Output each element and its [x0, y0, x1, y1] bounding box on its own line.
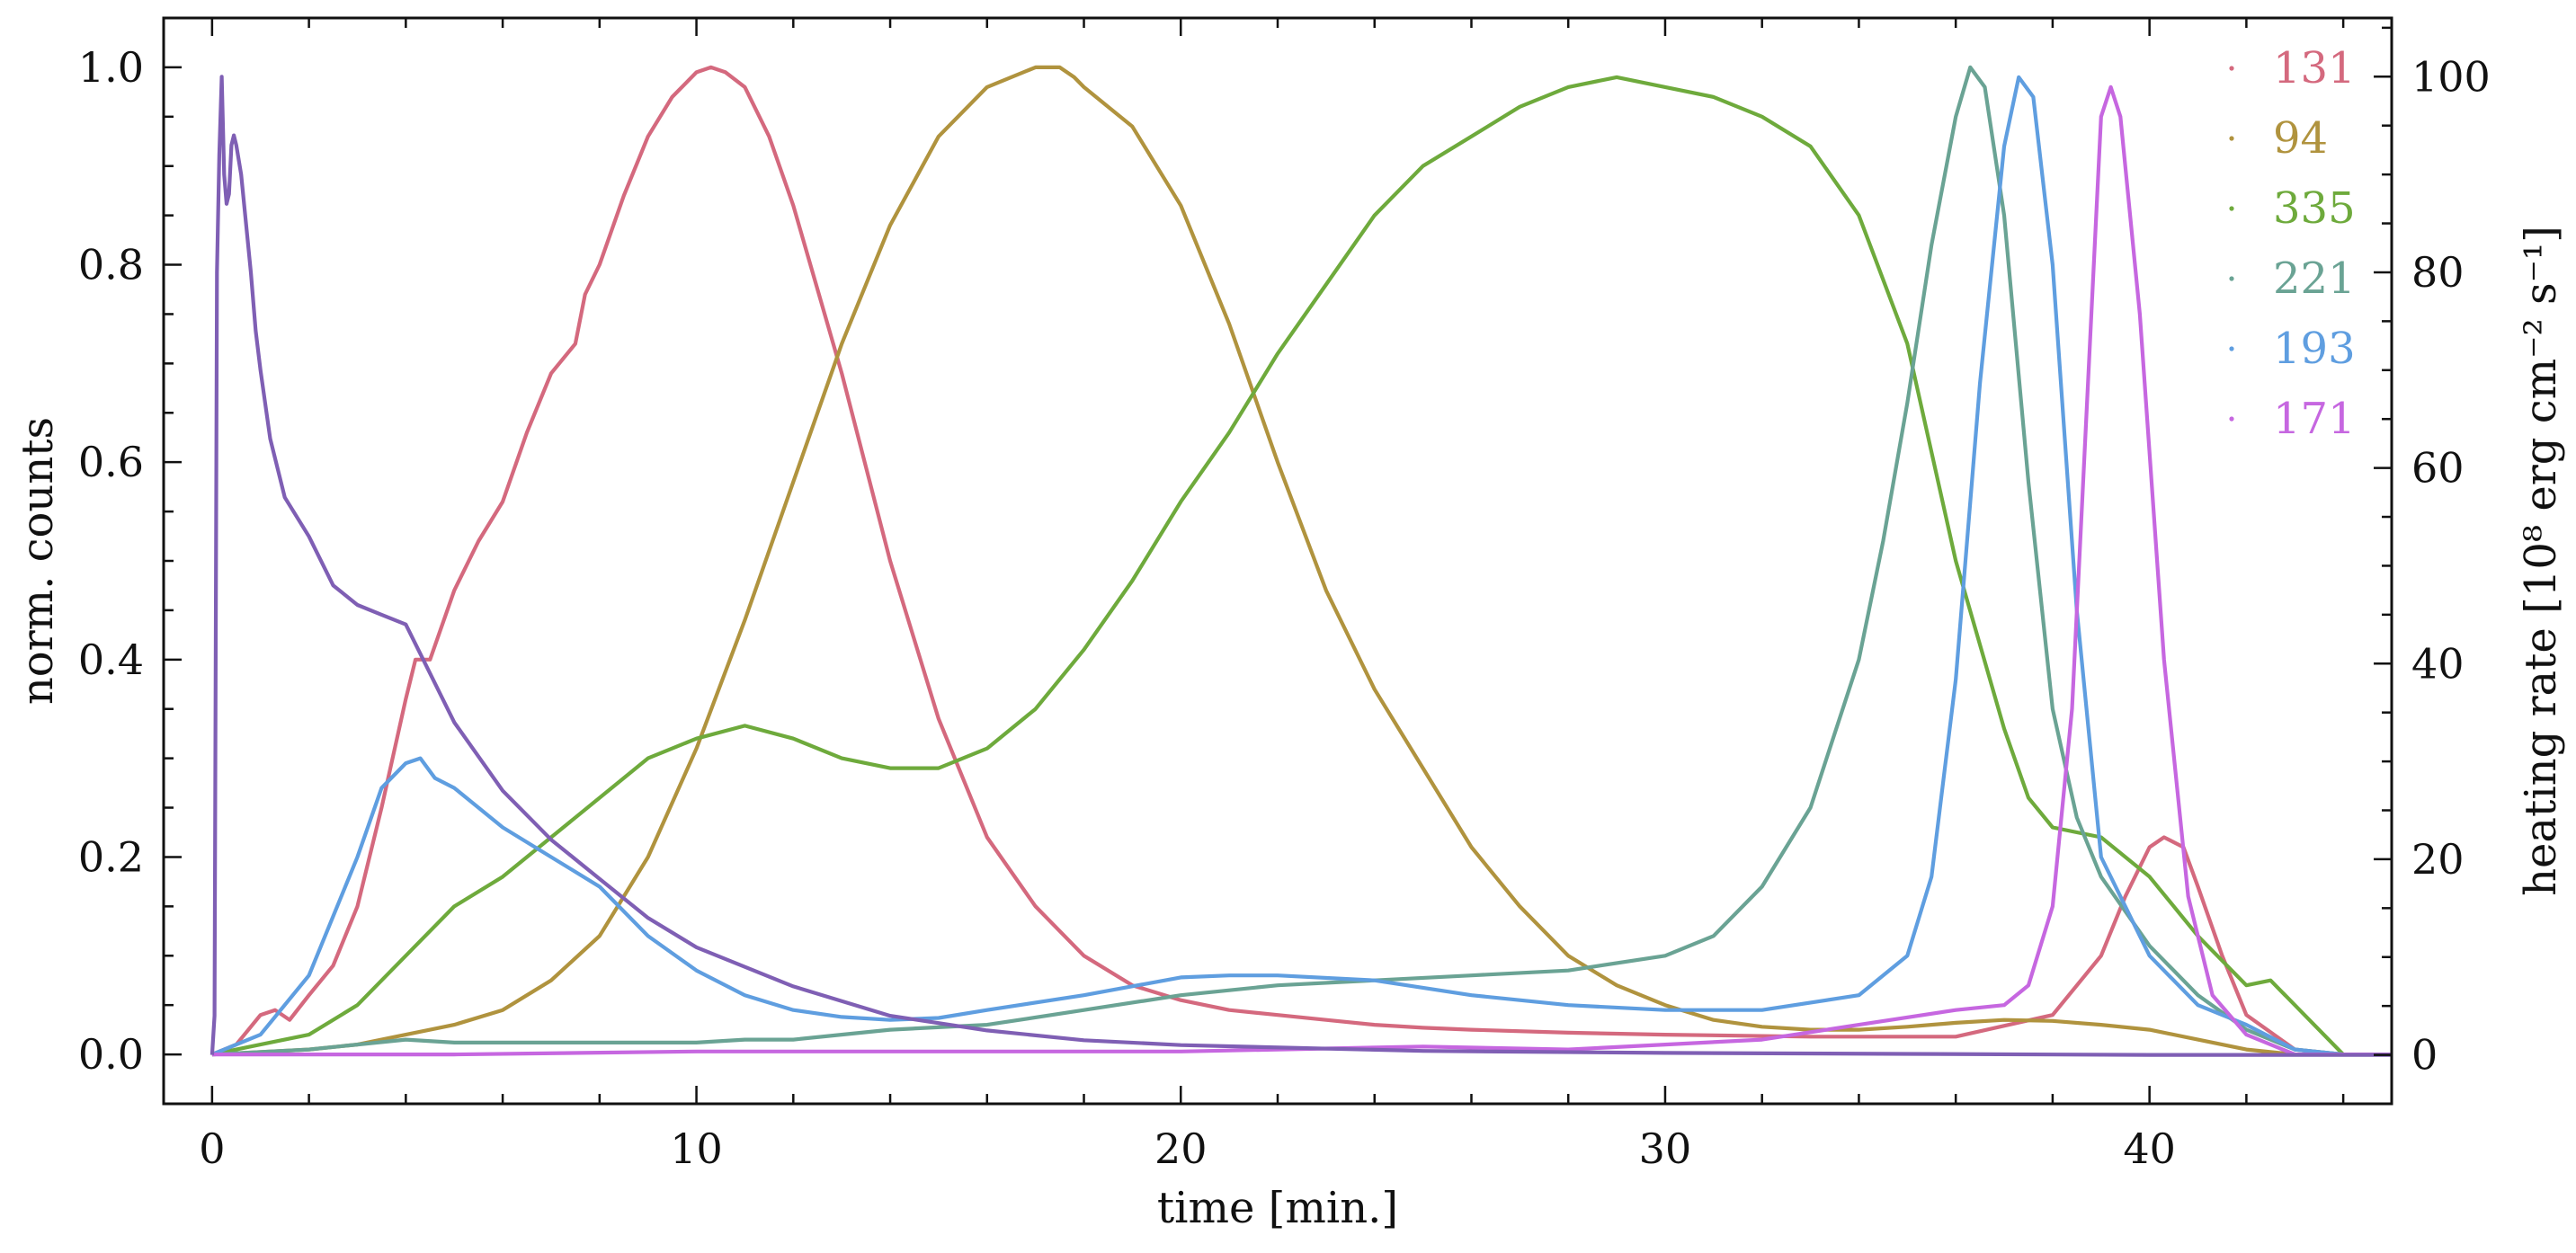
legend-marker-335 — [2229, 206, 2234, 211]
y-tick-label: 0.2 — [78, 832, 144, 881]
x-tick-label: 20 — [1154, 1124, 1208, 1173]
y2-tick-label: 60 — [2411, 444, 2465, 493]
series-line-131 — [211, 65, 2392, 1057]
legend-label-94: 94 — [2273, 113, 2328, 164]
axis-ticks — [164, 16, 2392, 1106]
y-tick-label: 1.0 — [78, 43, 144, 92]
legend-label-193: 193 — [2273, 324, 2356, 374]
legend-marker-131 — [2229, 66, 2234, 71]
y2-axis-label: heating rate [10⁸ erg cm⁻² s⁻¹] — [2516, 226, 2566, 896]
y2-tick-label: 0 — [2411, 1031, 2438, 1080]
y2-tick-label: 80 — [2411, 248, 2465, 297]
legend-marker-171 — [2229, 416, 2234, 422]
series-line-221 — [211, 65, 2392, 1057]
series-line-193 — [211, 75, 2392, 1057]
x-tick-label: 40 — [2123, 1124, 2176, 1173]
heating-rate-line — [209, 75, 2392, 1057]
legend-label-221: 221 — [2273, 253, 2356, 304]
y-tick-label: 0.0 — [78, 1030, 144, 1079]
x-tick-label: 30 — [1639, 1124, 1692, 1173]
y-tick-label: 0.4 — [78, 635, 144, 684]
y2-tick-label: 100 — [2411, 52, 2491, 101]
y-tick-label: 0.8 — [78, 241, 144, 289]
series-line-335 — [211, 75, 2392, 1057]
y-tick-label: 0.6 — [78, 438, 144, 486]
legend-marker-221 — [2229, 276, 2234, 281]
legend-marker-193 — [2229, 346, 2234, 351]
legend-label-335: 335 — [2273, 183, 2356, 234]
y2-tick-label: 40 — [2411, 639, 2465, 688]
x-tick-label: 10 — [670, 1124, 723, 1173]
plot-frame — [162, 16, 2393, 1106]
y-axis-label: norm. counts — [13, 417, 63, 705]
series-lines — [209, 65, 2392, 1057]
x-axis-label: time [min.] — [1157, 1183, 1398, 1233]
series-line-171 — [211, 84, 2392, 1057]
y2-tick-label: 20 — [2411, 835, 2465, 884]
x-tick-label: 0 — [199, 1124, 225, 1173]
legend-marker-94 — [2229, 136, 2234, 141]
legend-label-171: 171 — [2273, 394, 2356, 444]
legend-label-131: 131 — [2273, 43, 2356, 93]
legend: 131 94 335 221 193 171 — [2229, 43, 2356, 444]
tick-labels: 0 10 20 30 40 0.0 0.2 0.4 0.6 0.8 1.0 0 20 40 60 80 100 — [78, 43, 2491, 1173]
series-line-94 — [211, 65, 2392, 1057]
